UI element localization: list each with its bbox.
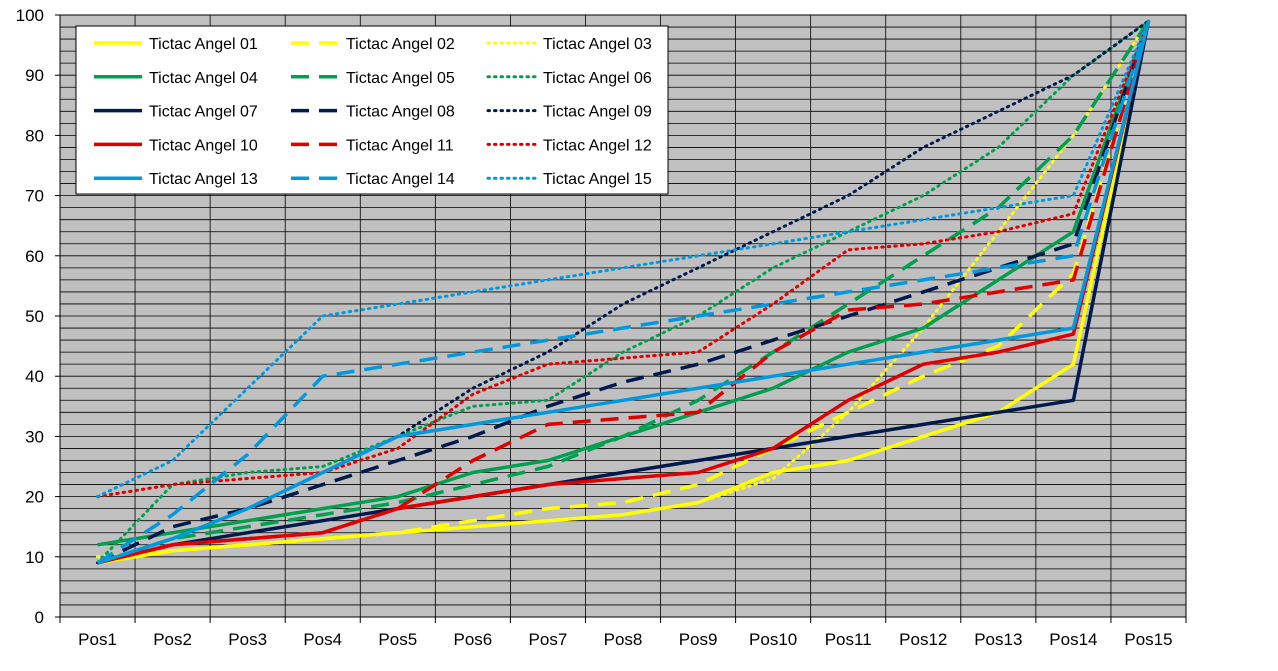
axes: 0 10 20 30 40 50 60 70 80 90 100 Pos1 Pos2 Pos3 Pos4 Po…	[16, 6, 1187, 649]
series-lines	[96, 19, 1151, 565]
legend-label-6: Tictac Angel 06	[543, 70, 652, 87]
series-line-3	[96, 19, 1150, 559]
series-line-15	[96, 19, 1150, 499]
y-tick-label: 30	[25, 427, 44, 446]
legend-label-7: Tictac Angel 07	[149, 104, 258, 121]
legend-label-4: Tictac Angel 04	[149, 70, 258, 87]
x-tick-label: Pos1	[78, 630, 117, 649]
series-line-7	[97, 20, 1151, 565]
series-line-6	[96, 19, 1150, 565]
legend-label-8: Tictac Angel 08	[346, 104, 455, 121]
x-tick-label: Pos10	[749, 630, 797, 649]
x-tick-label: Pos5	[378, 630, 417, 649]
series-line-12	[96, 19, 1150, 499]
legend: Tictac Angel 01 Tictac Angel 02 Tictac Ang…	[75, 25, 669, 195]
legend-label-15: Tictac Angel 15	[543, 171, 652, 188]
y-tick-label: 40	[25, 367, 44, 386]
y-tick-label: 60	[25, 247, 44, 266]
series-line-14	[96, 20, 1151, 565]
x-tick-label: Pos2	[153, 630, 192, 649]
y-tick-label: 100	[16, 6, 44, 25]
legend-box	[75, 25, 669, 195]
x-tick-label: Pos4	[303, 630, 342, 649]
x-tick-label: Pos6	[453, 630, 492, 649]
y-tick-label: 0	[35, 608, 44, 627]
y-tick-label: 80	[25, 126, 44, 145]
legend-label-12: Tictac Angel 12	[543, 137, 652, 154]
legend-label-9: Tictac Angel 09	[543, 104, 652, 121]
y-tick-label: 50	[25, 307, 44, 326]
series-line-13	[96, 20, 1151, 565]
legend-label-1: Tictac Angel 01	[149, 36, 258, 53]
legend-label-13: Tictac Angel 13	[149, 171, 258, 188]
legend-label-2: Tictac Angel 02	[346, 36, 455, 53]
x-tick-label: Pos9	[679, 630, 718, 649]
series-line-11	[97, 20, 1151, 565]
legend-label-5: Tictac Angel 05	[346, 70, 455, 87]
legend-label-10: Tictac Angel 10	[149, 137, 258, 154]
y-tick-label: 90	[25, 66, 44, 85]
y-tick-label: 70	[25, 187, 44, 206]
x-tick-label: Pos8	[604, 630, 643, 649]
legend-label-3: Tictac Angel 03	[543, 36, 652, 53]
y-tick-label: 20	[25, 488, 44, 507]
x-tick-label: Pos14	[1049, 630, 1097, 649]
x-tick-label: Pos3	[228, 630, 267, 649]
legend-label-11: Tictac Angel 11	[346, 137, 454, 154]
x-tick-label: Pos7	[529, 630, 568, 649]
x-tick-label: Pos11	[825, 630, 872, 649]
series-line-5	[96, 20, 1150, 565]
legend-label-14: Tictac Angel 14	[346, 171, 455, 188]
x-tick-label: Pos15	[1124, 630, 1172, 649]
x-tick-label: Pos13	[974, 630, 1022, 649]
x-tick-label: Pos12	[899, 630, 947, 649]
y-tick-label: 10	[25, 548, 44, 567]
